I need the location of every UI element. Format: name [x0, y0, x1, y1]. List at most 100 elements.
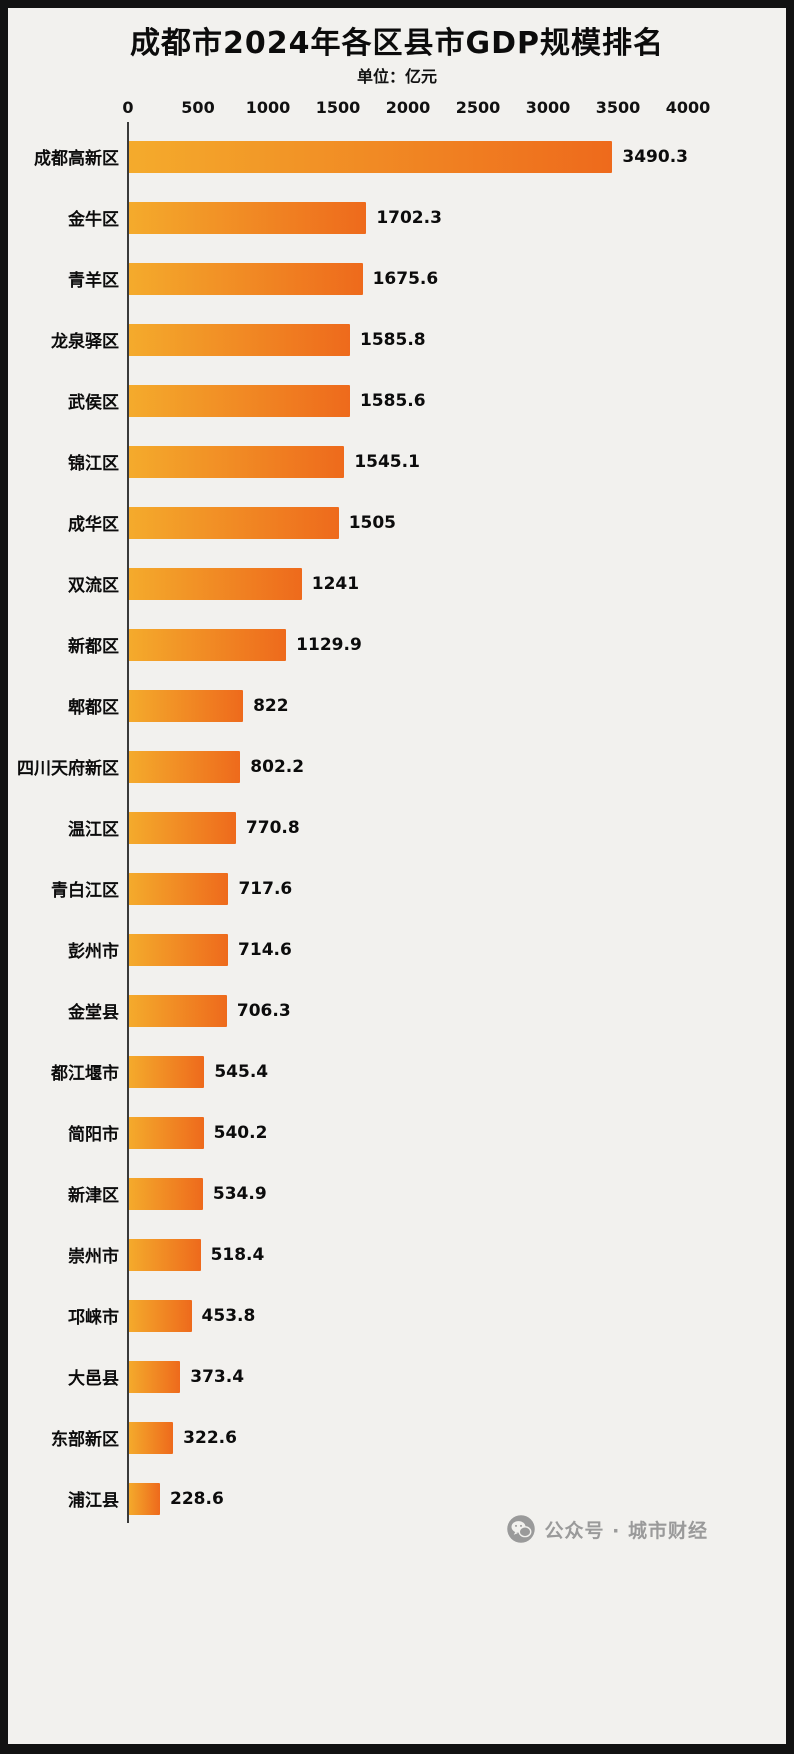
bar-value: 3490.3: [622, 146, 688, 167]
bar-plot-area: 1129.9: [128, 628, 688, 661]
bar-label: 邛崃市: [68, 1308, 119, 1328]
bar: [128, 689, 244, 722]
bar-value: 822: [253, 695, 289, 716]
bar-value: 1129.9: [296, 634, 362, 655]
bar-value: 518.4: [210, 1244, 265, 1265]
bar: [128, 1299, 192, 1332]
chart-panel: 成都市2024年各区县市GDP规模排名 单位：亿元 0 500 1000 1500 20…: [8, 8, 786, 1744]
bar-value: 1545.1: [354, 451, 420, 472]
chart-rows: 成都高新区 3490.3 金牛区 1702.3 青羊区 1675.6 龙泉驿区 …: [8, 122, 786, 1529]
chart-row: 邛崃市 453.8: [8, 1285, 786, 1346]
chart-row: 青白江区 717.6: [8, 858, 786, 919]
bar-label: 郫都区: [68, 698, 119, 718]
bar: [128, 1421, 174, 1454]
bar: [128, 1116, 204, 1149]
bar-value: 717.6: [238, 878, 293, 899]
bar: [128, 384, 350, 417]
chart-row: 彭州市 714.6: [8, 919, 786, 980]
chart-title: 成都市2024年各区县市GDP规模排名: [129, 26, 664, 61]
chart-row: 新津区 534.9: [8, 1163, 786, 1224]
bar-value: 1505: [348, 512, 397, 533]
axis-tick: 4000: [665, 98, 711, 117]
bar-label: 新都区: [68, 637, 119, 657]
bar-label: 大邑县: [68, 1369, 119, 1389]
bar-value: 1241: [311, 573, 360, 594]
axis-tick: 1500: [315, 98, 361, 117]
bar-label: 四川天府新区: [17, 759, 119, 779]
bar: [128, 750, 241, 783]
bar: [128, 445, 345, 478]
bar-plot-area: 1505: [128, 506, 688, 539]
chart-row: 龙泉驿区 1585.8: [8, 309, 786, 370]
bar: [128, 872, 229, 905]
axis-tick: 0: [122, 98, 134, 117]
bar-value: 714.6: [238, 939, 292, 960]
bar-value: 534.9: [212, 1183, 267, 1204]
bar-value: 1585.6: [359, 390, 426, 411]
wechat-icon: [506, 1515, 535, 1543]
bar: [128, 811, 236, 844]
bar-plot-area: 453.8: [128, 1299, 688, 1332]
bar-label: 温江区: [68, 820, 119, 840]
chart-row: 双流区 1241: [8, 553, 786, 614]
bar-label: 彭州市: [68, 942, 119, 962]
chart-row: 东部新区 322.6: [8, 1407, 786, 1468]
axis-tick: 2500: [455, 98, 501, 117]
y-axis-line: [127, 122, 129, 1523]
bar-plot-area: 540.2: [128, 1116, 688, 1149]
bar-plot-area: 1545.1: [128, 445, 688, 478]
bar: [128, 1055, 205, 1088]
bar-plot-area: 373.4: [128, 1360, 688, 1393]
bar-value: 545.4: [214, 1061, 269, 1082]
bar-label: 双流区: [68, 576, 119, 596]
bar: [128, 323, 350, 356]
bar-label: 成都高新区: [34, 149, 119, 169]
bar-value: 322.6: [183, 1427, 237, 1448]
bar-label: 东部新区: [51, 1430, 119, 1450]
chart-row: 新都区 1129.9: [8, 614, 786, 675]
bar-plot-area: 3490.3: [128, 140, 688, 173]
bar-plot-area: 1702.3: [128, 201, 688, 234]
chart-row: 武侯区 1585.6: [8, 370, 786, 431]
bar-label: 浦江县: [68, 1491, 119, 1511]
chart-row: 金堂县 706.3: [8, 980, 786, 1041]
bar-value: 1675.6: [372, 268, 439, 289]
bar-value: 228.6: [170, 1488, 224, 1509]
chart-row: 锦江区 1545.1: [8, 431, 786, 492]
chart-row: 都江堰市 545.4: [8, 1041, 786, 1102]
bar-label: 简阳市: [68, 1125, 119, 1145]
bar-plot-area: 518.4: [128, 1238, 688, 1271]
chart-row: 崇州市 518.4: [8, 1224, 786, 1285]
bar-plot-area: 706.3: [128, 994, 688, 1027]
axis-tick: 3500: [595, 98, 641, 117]
bar-label: 金堂县: [68, 1003, 119, 1023]
chart-row: 温江区 770.8: [8, 797, 786, 858]
bar-label: 崇州市: [68, 1247, 119, 1267]
axis-tick: 1000: [245, 98, 291, 117]
bar: [128, 1360, 181, 1393]
bar: [128, 1238, 201, 1271]
chart-row: 金牛区 1702.3: [8, 187, 786, 248]
bar-label: 龙泉驿区: [51, 332, 119, 352]
bar-label: 武侯区: [68, 393, 119, 413]
bar-value: 540.2: [213, 1122, 268, 1143]
bar-plot-area: 802.2: [128, 750, 688, 783]
bar-plot-area: 1675.6: [128, 262, 688, 295]
bar: [128, 140, 613, 173]
axis-tick: 3000: [525, 98, 571, 117]
bar-plot-area: 714.6: [128, 933, 688, 966]
axis-tick: 500: [181, 98, 215, 117]
bar: [128, 567, 302, 600]
bar-plot-area: 1585.8: [128, 323, 688, 356]
chart-row: 成华区 1505: [8, 492, 786, 553]
bar-value: 1585.8: [360, 329, 426, 350]
chart-subtitle: 单位：亿元: [356, 67, 437, 86]
bar-plot-area: 770.8: [128, 811, 688, 844]
bar-plot-area: 1241: [128, 567, 688, 600]
chart-row: 四川天府新区 802.2: [8, 736, 786, 797]
bar-value: 1702.3: [376, 207, 442, 228]
chart-row: 郫都区 822: [8, 675, 786, 736]
bar-value: 802.2: [250, 756, 305, 777]
bar-plot-area: 545.4: [128, 1055, 688, 1088]
bar-value: 770.8: [245, 817, 300, 838]
